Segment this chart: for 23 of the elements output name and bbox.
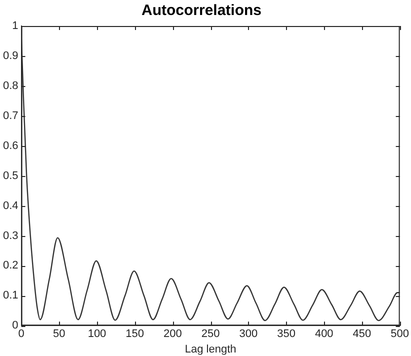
x-tick-label: 300	[239, 328, 258, 340]
x-tick-label: 50	[53, 328, 66, 340]
x-tick-label: 450	[352, 328, 372, 340]
chart-title: Autocorrelations	[141, 2, 262, 20]
y-tick-label: 0.7	[2, 110, 18, 122]
y-tick-label: 0.6	[2, 140, 18, 152]
x-tick-label: 400	[314, 328, 334, 340]
x-tick-label: 200	[164, 328, 182, 340]
y-tick-label: 0.8	[2, 80, 18, 92]
y-tick-label: 0	[12, 320, 18, 332]
y-tick-label: 0.2	[2, 260, 18, 272]
x-axis-title: Lag length	[184, 343, 236, 356]
x-tick-label: 500	[390, 328, 410, 340]
y-tick-label: 0.5	[2, 170, 18, 182]
x-tick-label: 100	[88, 328, 106, 340]
x-tick-label: 150	[126, 328, 144, 340]
x-tick-label: 250	[201, 328, 220, 340]
y-tick-label: 0.4	[2, 200, 18, 212]
y-tick-label: 1	[12, 20, 18, 32]
y-tick-label: 0.1	[2, 290, 18, 302]
x-tick-label: 350	[277, 328, 296, 340]
y-tick-label: 0.3	[2, 230, 18, 242]
y-tick-label: 0.9	[2, 50, 18, 62]
